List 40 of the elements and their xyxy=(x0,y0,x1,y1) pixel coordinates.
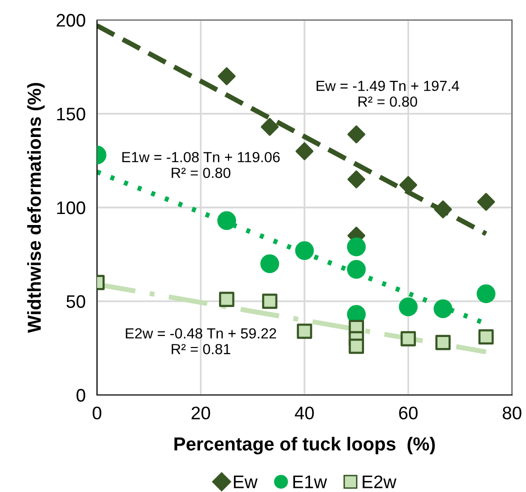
point xyxy=(260,118,279,136)
point xyxy=(347,125,366,144)
point xyxy=(398,297,418,316)
point xyxy=(219,292,234,308)
point xyxy=(218,67,236,86)
y-tick-label: 100 xyxy=(57,201,86,214)
y-tick-label: 150 xyxy=(57,108,86,120)
y-tick-label: 0 xyxy=(76,388,86,402)
point xyxy=(476,284,496,304)
x-tick-label: 0 xyxy=(92,406,102,420)
point xyxy=(434,299,452,318)
point xyxy=(260,254,280,274)
legend-label: Ew xyxy=(234,476,258,488)
point xyxy=(346,237,366,256)
point xyxy=(262,294,278,309)
annotation: E2w = -0.48 Tn + 59.22 R² = 0.81 xyxy=(126,328,276,354)
x-axis-title: Percentage of tuck loops (%) xyxy=(174,436,435,454)
point xyxy=(435,334,451,350)
x-tick-label: 80 xyxy=(502,406,522,420)
point xyxy=(295,241,314,260)
x-tick-label: 40 xyxy=(294,406,314,420)
point xyxy=(347,170,366,188)
annotation: E1w = -1.08 Tn + 119.06 R² = 0.80 xyxy=(122,152,280,178)
point xyxy=(348,338,364,354)
legend-label: E2w xyxy=(362,475,396,488)
point xyxy=(478,329,494,345)
point xyxy=(400,331,416,346)
x-tick-label: 60 xyxy=(399,406,418,420)
y-tick-label: 50 xyxy=(66,295,86,308)
annotation: Ew = -1.49 Tn + 197.4 R² = 0.80 xyxy=(316,80,460,107)
point xyxy=(346,260,366,279)
point xyxy=(296,324,312,339)
y-tick-label: 200 xyxy=(56,14,86,27)
point xyxy=(217,211,236,230)
y-axis-title: Widthwise deformations (%) xyxy=(27,82,45,333)
point xyxy=(434,200,452,218)
legend-label: E1w xyxy=(293,476,328,488)
x-tick-label: 20 xyxy=(192,406,210,420)
point xyxy=(296,142,314,160)
point xyxy=(477,192,495,211)
